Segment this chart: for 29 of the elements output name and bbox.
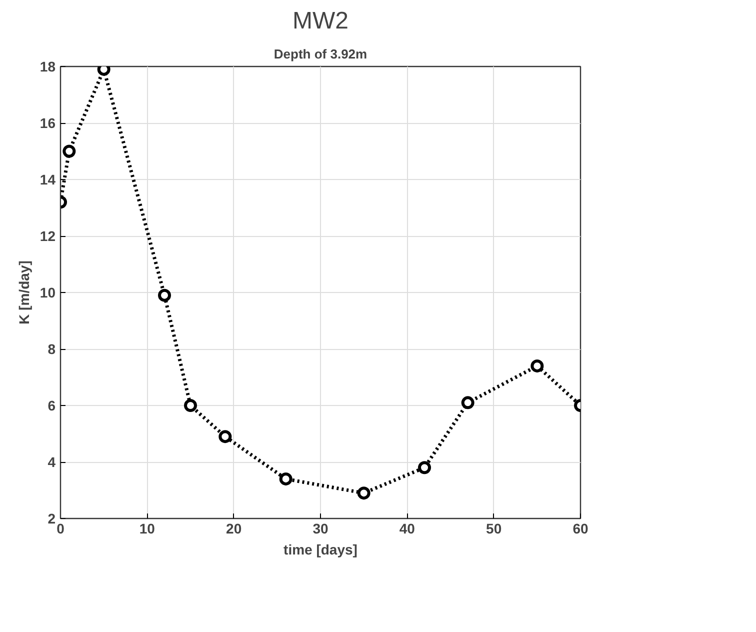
y-tick-label: 6	[48, 398, 56, 414]
point	[184, 399, 197, 412]
chart-title: MW2	[292, 8, 349, 34]
point	[158, 288, 171, 302]
x-axis-title: time [days]	[284, 542, 358, 558]
point	[530, 359, 544, 372]
x-tick-label: 50	[486, 520, 502, 536]
x-tick-label: 10	[139, 520, 156, 536]
y-tick-label: 14	[40, 172, 56, 188]
point	[62, 144, 76, 158]
y-axis-title: K [m/day]	[16, 260, 32, 324]
x-tick-label: 0	[56, 520, 65, 536]
point	[461, 396, 474, 410]
x-tick-label: 60	[572, 520, 588, 536]
x-tick-label: 40	[399, 520, 416, 536]
y-tick-label: 18	[40, 58, 56, 74]
y-tick-label: 12	[40, 228, 56, 244]
point	[279, 472, 292, 486]
point	[218, 430, 232, 444]
y-tick-label: 16	[40, 115, 56, 131]
y-tick-label: 2	[48, 510, 56, 526]
y-tick-label: 10	[40, 284, 56, 300]
x-tick-label: 20	[226, 520, 242, 536]
point	[418, 461, 431, 474]
y-tick-label: 8	[48, 341, 56, 357]
chart-subtitle: Depth of 3.92m	[274, 46, 368, 62]
point	[357, 486, 370, 500]
y-tick-label: 4	[48, 454, 56, 470]
x-tick-label: 30	[312, 520, 328, 536]
